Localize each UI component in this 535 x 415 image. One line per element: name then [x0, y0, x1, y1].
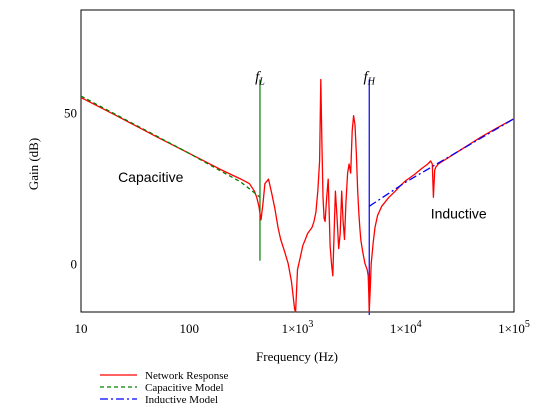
x-ticks: 10 100 1×103 1×104 1×105: [75, 319, 530, 336]
series-line-capacitive-model: [80, 95, 261, 198]
x-tick-label: 1×104: [390, 319, 422, 336]
y-ticks: 50 0: [64, 106, 77, 272]
x-tick-label: 100: [180, 321, 200, 336]
region-label: Inductive: [431, 205, 487, 221]
x-tick-label: 1×105: [498, 319, 530, 336]
frequency-marker-label: fH: [364, 69, 376, 87]
legend-label: Inductive Model: [145, 394, 218, 406]
legend-label: Network Response: [145, 370, 229, 382]
legend-label: Capacitive Model: [145, 382, 224, 394]
x-tick-label: 1×103: [282, 319, 314, 336]
series-line-network-response: [80, 78, 515, 313]
series-layer: [80, 78, 515, 313]
series-line-inductive-model: [368, 118, 515, 207]
frequency-marker-label: fL: [255, 69, 265, 87]
marker-lines: [259, 79, 370, 316]
plot-frame: [80, 9, 515, 313]
x-axis-title: Frequency (Hz): [256, 349, 338, 364]
y-tick-label: 0: [71, 257, 78, 272]
x-tick-label: 10: [75, 321, 88, 336]
y-tick-label: 50: [64, 106, 77, 121]
region-label: Capacitive: [118, 169, 184, 185]
annotations: Capacitive Inductive fL fH: [118, 69, 487, 221]
y-axis-title: Gain (dB): [26, 138, 41, 190]
